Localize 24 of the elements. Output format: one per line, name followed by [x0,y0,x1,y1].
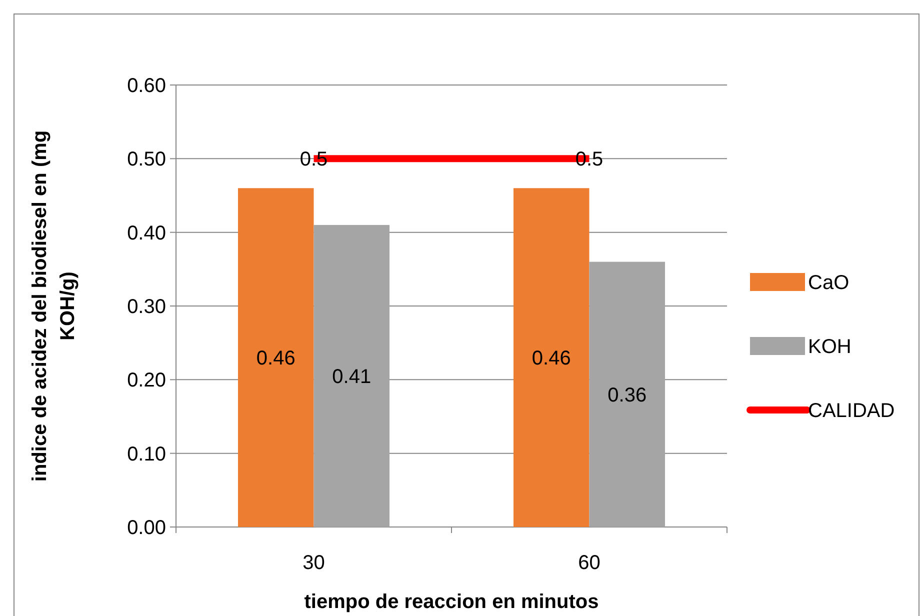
y-tick-label: 0.20 [127,370,166,392]
y-axis-title: indice de acidez del biodiesel en (mg KOH/g) [29,130,79,482]
x-axis-title: tiempo de reaccion en minutos [304,591,599,613]
data-label: 0.46 [256,348,296,370]
y-tick-label: 0.60 [127,75,166,97]
bar [589,262,666,527]
bar [238,188,314,527]
bar [513,188,590,527]
legend-label: KOH [808,336,852,358]
legend-label: CALIDAD [808,400,895,422]
data-label: 0.5 [575,148,604,171]
y-tick-label: 0.50 [127,148,166,171]
y-tick-label: 0.40 [127,222,166,244]
data-label: 0.36 [608,384,647,406]
y-tick-label: 0.30 [127,296,166,318]
y-tick-label: 0.00 [127,517,166,539]
data-label: 0.46 [532,348,571,370]
data-label: 0.5 [300,148,328,171]
data-label: 0.41 [332,366,372,388]
bar [314,224,390,527]
x-tick-label: 60 [578,552,600,574]
legend-label: CaO [808,272,850,294]
y-tick-label: 0.10 [127,443,166,466]
x-tick-label: 30 [302,552,325,574]
